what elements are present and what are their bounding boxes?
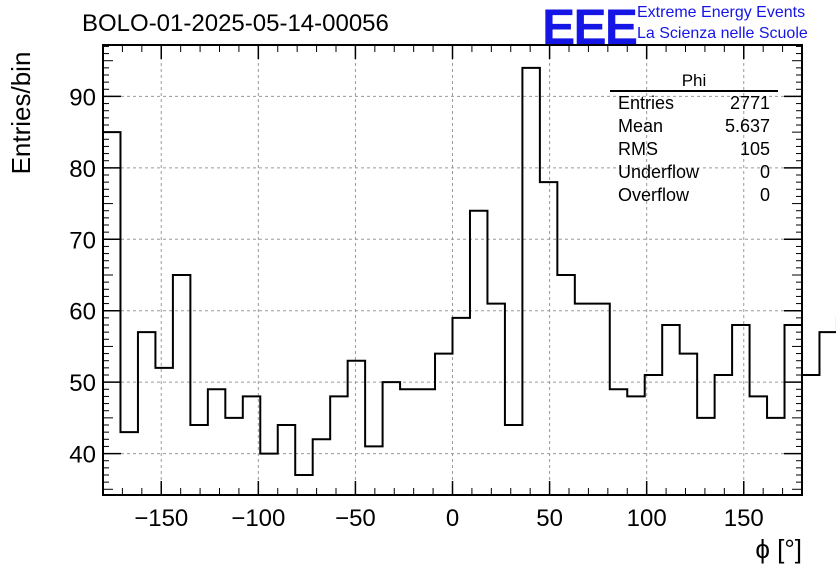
y-tick-labels: 40 50 60 70 80 90 xyxy=(69,84,96,468)
stats-label-underflow: Underflow xyxy=(618,162,700,182)
stats-label-entries: Entries xyxy=(618,93,675,113)
eee-logo-line1: Extreme Energy Events xyxy=(637,4,806,21)
stats-value-rms: 105 xyxy=(739,139,770,159)
eee-logo-line2: La Scienza nelle Scuole xyxy=(637,25,808,42)
x-axis-title: ϕ [°] xyxy=(755,534,802,564)
stats-label-overflow: Overflow xyxy=(618,185,690,205)
y-tick-label: 90 xyxy=(69,84,96,111)
stats-value-underflow: 0 xyxy=(759,162,770,182)
stats-value-overflow: 0 xyxy=(759,185,770,205)
plot-frame xyxy=(102,44,803,496)
stats-box-title: Phi xyxy=(681,71,707,90)
histogram-outline xyxy=(103,66,836,476)
x-tick-label: 0 xyxy=(446,505,459,532)
x-tick-label: −150 xyxy=(134,505,188,532)
grid-lines xyxy=(103,45,802,495)
x-tick-label: 150 xyxy=(724,505,764,532)
y-tick-label: 50 xyxy=(69,370,96,397)
y-tick-label: 60 xyxy=(69,299,96,326)
y-axis-title: Entries/bin xyxy=(6,52,36,175)
y-tick-label: 40 xyxy=(69,442,96,469)
stats-label-mean: Mean xyxy=(618,116,664,136)
y-tick-label: 80 xyxy=(69,156,96,183)
stats-label-rms: RMS xyxy=(618,139,658,159)
x-tick-label: −100 xyxy=(231,505,285,532)
chart-title: BOLO-01-2025-05-14-00056 xyxy=(82,10,389,37)
stats-value-entries: 2771 xyxy=(729,93,770,113)
stats-value-mean: 5.637 xyxy=(724,116,770,136)
y-tick-label: 70 xyxy=(69,227,96,254)
stats-box-divider xyxy=(610,90,778,92)
x-tick-label: 100 xyxy=(627,505,667,532)
x-tick-labels: −150 −100 −50 0 50 100 150 xyxy=(134,505,764,532)
x-tick-label: 50 xyxy=(536,505,563,532)
x-tick-label: −50 xyxy=(335,505,376,532)
eee-logo: EEE xyxy=(542,0,638,55)
